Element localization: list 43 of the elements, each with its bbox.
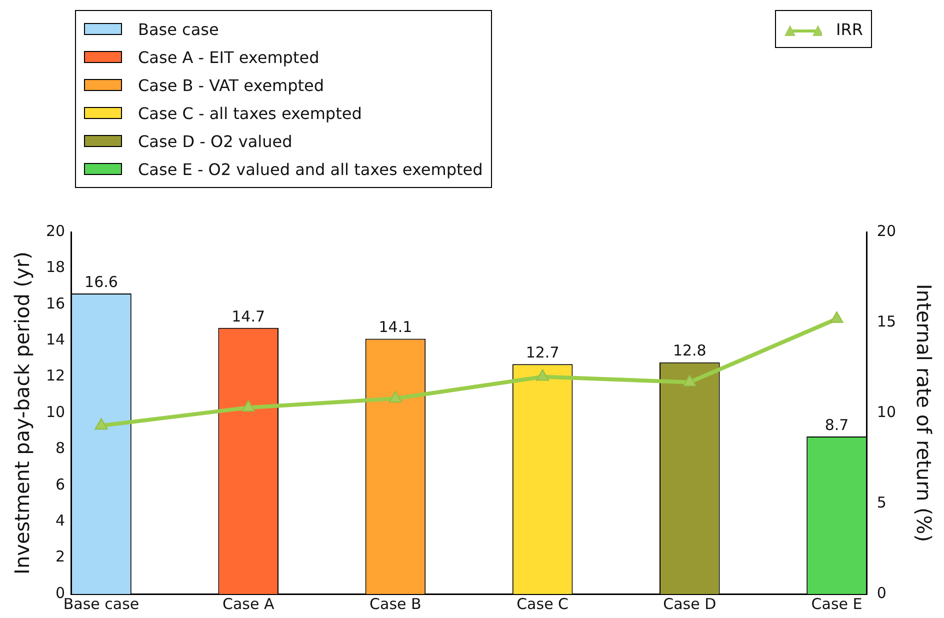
x-tick-label: Case C: [516, 594, 569, 613]
x-tick-label: Case D: [663, 594, 716, 613]
data-label: 8.7: [824, 416, 849, 434]
y-tick-label: 16: [46, 294, 66, 312]
y-tick-label: 14: [46, 330, 66, 348]
y-tick-label: 6: [56, 475, 66, 494]
data-label: 12.8: [672, 342, 706, 360]
x-tick-label: Case E: [811, 594, 862, 613]
data-label: 14.1: [378, 318, 412, 336]
legend-label: Case D - O2 valued: [138, 132, 292, 150]
y2-tick-label: 10: [876, 402, 896, 421]
legend-label: Case E - O2 valued and all taxes exempted: [138, 160, 483, 178]
x-tick-label: Case B: [370, 594, 422, 613]
x-tick-label: Case A: [222, 594, 275, 613]
y-tick-label: 20: [46, 222, 66, 240]
y-tick-label: 18: [46, 258, 66, 276]
point: [536, 369, 550, 381]
data-label: 16.6: [84, 272, 118, 291]
y-tick-label: 8: [56, 439, 66, 458]
point: [683, 374, 696, 386]
y2-tick-label: 5: [876, 493, 886, 512]
y-tick-label: 4: [56, 511, 66, 530]
y-tick-label: 12: [46, 366, 66, 385]
data-label: 12.7: [526, 344, 560, 362]
y2-tick-label: 20: [876, 222, 896, 240]
point: [388, 391, 402, 403]
legend-label: IRR: [836, 20, 863, 38]
y-tick-label: 0: [56, 584, 66, 602]
y-tick-label: 10: [46, 402, 66, 421]
point: [94, 418, 108, 430]
legend-label: Case A - EIT exempted: [138, 48, 320, 66]
y2-tick-label: 0: [876, 584, 886, 602]
data-label: 14.7: [232, 307, 266, 326]
legend-label: Case B - VAT exempted: [138, 76, 324, 94]
legend-label: Case C - all taxes exempted: [138, 104, 362, 122]
y-axis-title: Investment pay-back period (yr): [10, 252, 34, 574]
y-tick-label: 2: [56, 548, 66, 566]
legend-label: Base case: [138, 20, 219, 38]
x-tick-label: Base case: [63, 594, 140, 613]
point: [830, 311, 844, 323]
point: [242, 400, 255, 412]
y2-axis-title: Internal rate of return (%): [912, 284, 936, 542]
y2-tick-label: 15: [876, 312, 896, 330]
